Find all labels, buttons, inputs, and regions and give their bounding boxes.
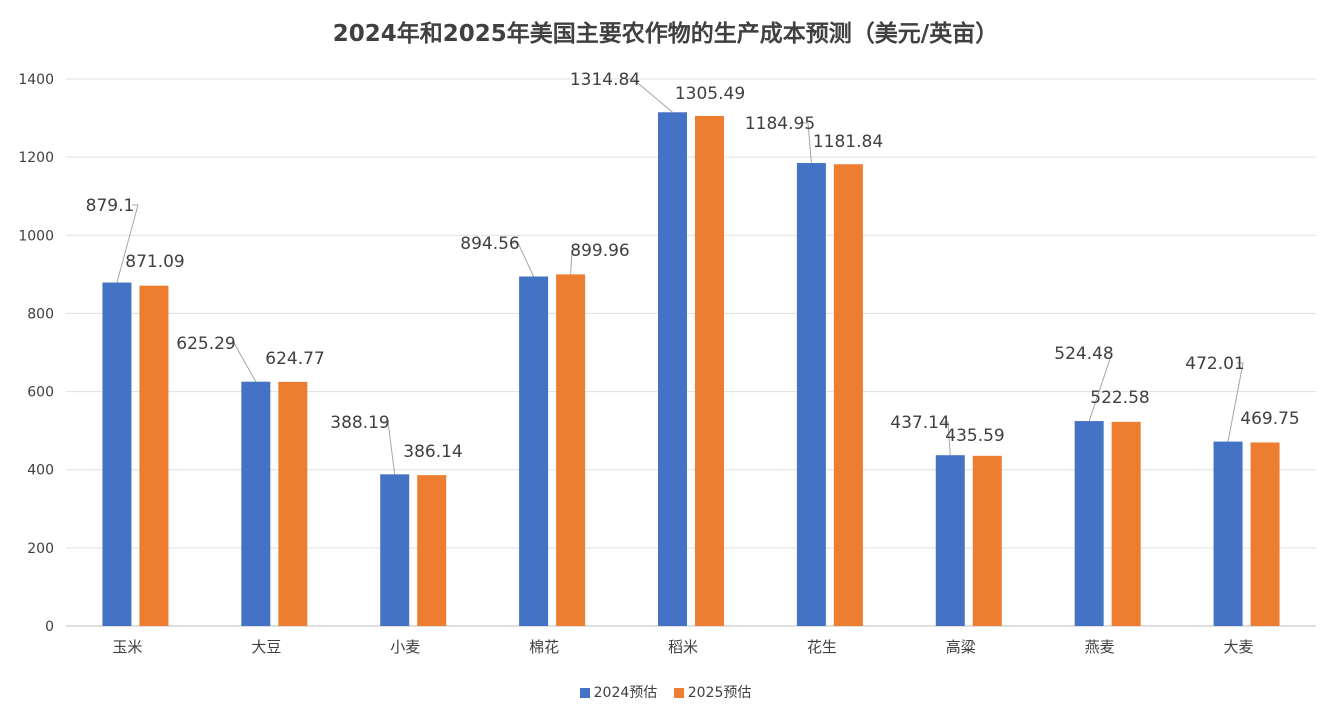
legend-item-2025: 2025预估	[673, 685, 752, 701]
leader-line	[1088, 352, 1113, 422]
legend-swatch-2025	[673, 688, 684, 698]
bar-2024	[380, 474, 410, 626]
bar-2025	[1250, 442, 1280, 626]
bar-2025	[139, 285, 169, 626]
y-tick-label: 1000	[18, 228, 54, 244]
leader-line	[570, 249, 578, 275]
data-label: 1314.84	[570, 70, 640, 90]
data-label: 524.48	[1054, 344, 1113, 364]
data-label: 388.19	[330, 413, 389, 433]
x-tick-label: 燕麦	[1085, 638, 1115, 656]
leader-line	[942, 421, 951, 456]
x-tick-label: 稻米	[668, 638, 698, 656]
data-label: 522.58	[1090, 388, 1149, 408]
y-tick-label: 400	[27, 463, 54, 479]
x-tick-label: 棉花	[529, 638, 559, 656]
x-tick-label: 花生	[807, 638, 837, 656]
legend-swatch-2024	[579, 688, 590, 698]
legend: 2024预估 2025预估	[0, 682, 1331, 702]
x-tick-label: 高粱	[946, 638, 976, 656]
x-tick-label: 大豆	[251, 638, 281, 656]
data-label: 871.09	[125, 252, 184, 272]
bar-2024	[519, 276, 549, 626]
x-tick-label: 玉米	[112, 638, 142, 656]
y-tick-label: 800	[27, 306, 54, 322]
bar-2025	[1111, 421, 1141, 626]
data-label: 1181.84	[813, 132, 883, 152]
y-tick-label: 0	[45, 619, 54, 635]
leader-line	[116, 204, 139, 283]
leader-line	[627, 78, 673, 113]
chart-title: 2024年和2025年美国主要农作物的生产成本预测（美元/英亩）	[332, 21, 999, 47]
bar-2024	[796, 163, 826, 626]
x-tick-label: 小麦	[390, 638, 420, 656]
bar-2024	[1213, 441, 1243, 626]
data-label: 435.59	[945, 426, 1004, 446]
bar-2025	[833, 164, 863, 627]
y-tick-label: 200	[27, 541, 54, 557]
leader-line	[1227, 362, 1244, 442]
y-tick-label: 1400	[18, 72, 54, 88]
bar-2025	[417, 475, 447, 626]
data-label: 1305.49	[675, 84, 745, 104]
data-label: 1184.95	[745, 114, 815, 134]
bar-2025	[695, 115, 724, 627]
data-label: 625.29	[176, 334, 235, 354]
data-label: 624.77	[265, 349, 324, 369]
bar-2024	[658, 112, 687, 626]
legend-label-2025: 2025预估	[687, 685, 752, 701]
bar-2025	[972, 455, 1002, 626]
data-label: 437.14	[890, 413, 949, 433]
bar-2024	[241, 381, 271, 626]
data-label: 899.96	[570, 241, 629, 261]
data-label: 386.14	[403, 442, 462, 462]
bar-2024	[102, 282, 132, 626]
legend-label-2024: 2024预估	[593, 685, 658, 701]
bar-2024	[1074, 421, 1104, 626]
y-tick-label: 1200	[18, 150, 54, 166]
leader-line	[512, 242, 535, 277]
data-label: 879.1	[86, 196, 135, 216]
leader-line	[382, 421, 396, 475]
x-tick-label: 大麦	[1224, 638, 1254, 656]
data-label: 894.56	[460, 234, 519, 254]
leader-line	[802, 122, 812, 164]
leader-line	[228, 342, 257, 382]
bar-2025	[278, 381, 308, 626]
data-label: 472.01	[1185, 354, 1244, 374]
legend-item-2024: 2024预估	[579, 685, 658, 701]
data-label: 469.75	[1240, 409, 1299, 429]
y-tick-label: 600	[27, 385, 54, 401]
bar-2025	[556, 274, 586, 626]
bar-2024	[935, 455, 965, 626]
